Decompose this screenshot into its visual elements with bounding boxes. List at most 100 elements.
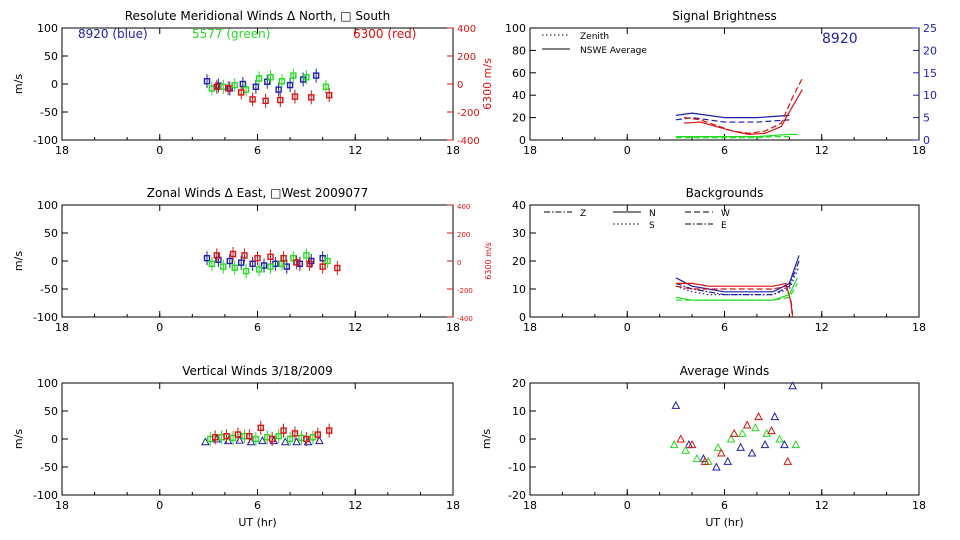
- zonal-data-point: [254, 254, 261, 262]
- zonal-data-point: [208, 260, 216, 267]
- average-ytick-label: -20: [508, 489, 526, 502]
- average-plot-frame: [529, 382, 920, 496]
- vertical-ytick-label: -100: [33, 489, 58, 502]
- brightness-xtick-label: 6: [721, 144, 728, 157]
- backgrounds-ytick-label: 30: [512, 227, 526, 240]
- brightness-xtick-label: 18: [523, 144, 537, 157]
- annotation-red: 6300 (red): [353, 27, 416, 41]
- vertical-ytick-label: 50: [44, 405, 58, 418]
- vertical-data-point: [234, 431, 242, 438]
- zonal-data-point: [319, 263, 326, 270]
- zonal-data-point: [306, 260, 313, 267]
- meridional-xtick-label: 12: [348, 144, 362, 157]
- average-data-point: [700, 456, 710, 465]
- brightness-ytick-label: 60: [512, 67, 526, 80]
- legend-label-e: E: [721, 221, 727, 231]
- zonal-chart: Zonal Winds Δ East, □West 2009077 18 0 6 12 1…: [12, 186, 493, 334]
- average-xtick-label: 18: [523, 499, 537, 512]
- zonal-data-point: [267, 253, 274, 261]
- legend-zenith-label: Zenith: [580, 32, 609, 42]
- zonal-data-point: [293, 259, 300, 266]
- brightness-ytick-label: 0: [519, 134, 526, 147]
- vertical-ytick-label: 100: [37, 377, 58, 390]
- average-ytick-label: 20: [512, 377, 526, 390]
- backgrounds-xtick-label: 18: [912, 321, 926, 334]
- average-data-point: [750, 423, 760, 432]
- meridional-ytick-label: -100: [33, 134, 58, 147]
- vertical-xtick-label: 18: [446, 499, 460, 512]
- vertical-data-point: [211, 434, 219, 441]
- average-data-point: [676, 434, 686, 443]
- vertical-data-point: [268, 435, 276, 443]
- meridional-data-point: [277, 96, 284, 104]
- average-data-point: [687, 440, 697, 449]
- zonal-ytick-right-label: -200: [457, 287, 473, 295]
- meridional-ylabel-right: 6300 m/s: [481, 58, 494, 110]
- meridional-xtick-label: 18: [55, 144, 69, 157]
- zonal-data-point: [255, 266, 263, 273]
- meridional-data-point: [239, 80, 247, 88]
- vertical-ylabel: m/s: [12, 429, 25, 449]
- average-data-point: [729, 428, 739, 437]
- brightness-xtick-label: 12: [815, 144, 829, 157]
- average-ytick-label: -10: [508, 461, 526, 474]
- average-ytick-label: 0: [519, 433, 526, 446]
- meridional-data-point: [291, 93, 299, 100]
- legend-nswe-label: NSWE Average: [580, 46, 647, 56]
- backgrounds-title: Backgrounds: [686, 186, 764, 200]
- average-data-point: [767, 426, 776, 435]
- meridional-xtick-label: 18: [446, 144, 460, 157]
- brightness-series-line: [683, 78, 803, 134]
- brightness-series-line: [675, 112, 790, 119]
- meridional-data-point: [322, 83, 330, 91]
- vertical-data-point: [303, 435, 310, 443]
- meridional-data-point: [290, 72, 297, 79]
- zonal-xtick-label: 0: [156, 321, 163, 334]
- zonal-data-point: [303, 252, 310, 259]
- average-ytick-label: 10: [512, 405, 526, 418]
- meridional-ytick-right-label: 400: [457, 24, 476, 35]
- zonal-data-point: [242, 267, 250, 275]
- vertical-plot-frame: [61, 382, 454, 496]
- backgrounds-ytick-label: 40: [512, 199, 526, 212]
- average-chart: Average Winds 18 0 6 12 18 20 10 0 -10 -20 m/s UT (h…: [480, 364, 926, 529]
- meridional-data-point: [308, 94, 315, 101]
- zonal-xtick-label: 12: [348, 321, 362, 334]
- meridional-data-point: [267, 74, 274, 81]
- average-data-point: [754, 412, 763, 421]
- zonal-ytick-right-label: 0: [457, 259, 461, 267]
- average-data-point: [788, 381, 797, 390]
- zonal-ytick-label: 50: [44, 227, 58, 240]
- meridional-data-point: [262, 97, 269, 105]
- brightness-series-line: [675, 116, 790, 123]
- average-title: Average Winds: [680, 364, 770, 378]
- average-ylabel: m/s: [480, 429, 493, 449]
- vertical-data-point: [229, 434, 237, 442]
- meridional-ytick-right-label: -400: [457, 136, 480, 147]
- vertical-data-point: [257, 424, 264, 431]
- brightness-title: Signal Brightness: [672, 9, 777, 23]
- backgrounds-xtick-label: 18: [523, 321, 537, 334]
- meridional-xtick-label: 6: [254, 144, 261, 157]
- vertical-data-point: [252, 435, 260, 443]
- meridional-data-point: [312, 72, 320, 79]
- average-data-point: [692, 454, 702, 463]
- legend-label-w: W: [721, 209, 730, 219]
- vertical-ytick-label: 0: [51, 433, 58, 446]
- meridional-data-point: [275, 86, 282, 93]
- brightness-ytick-label: 100: [505, 22, 526, 35]
- average-xtick-label: 12: [815, 499, 829, 512]
- meridional-data-point: [255, 75, 263, 82]
- zonal-data-point: [203, 254, 211, 262]
- zonal-ytick-right-label: -400: [457, 315, 473, 323]
- meridional-data-point: [231, 81, 238, 89]
- annotation-8920: 8920: [822, 31, 858, 47]
- vertical-xlabel: UT (hr): [238, 516, 276, 529]
- legend-label-n: N: [649, 209, 656, 219]
- average-data-point: [726, 434, 736, 443]
- zonal-data-point: [296, 260, 304, 267]
- vertical-title: Vertical Winds 3/18/2009: [182, 364, 333, 378]
- brightness-ytick-right-label: 10: [923, 89, 937, 102]
- meridional-data-point: [249, 96, 256, 103]
